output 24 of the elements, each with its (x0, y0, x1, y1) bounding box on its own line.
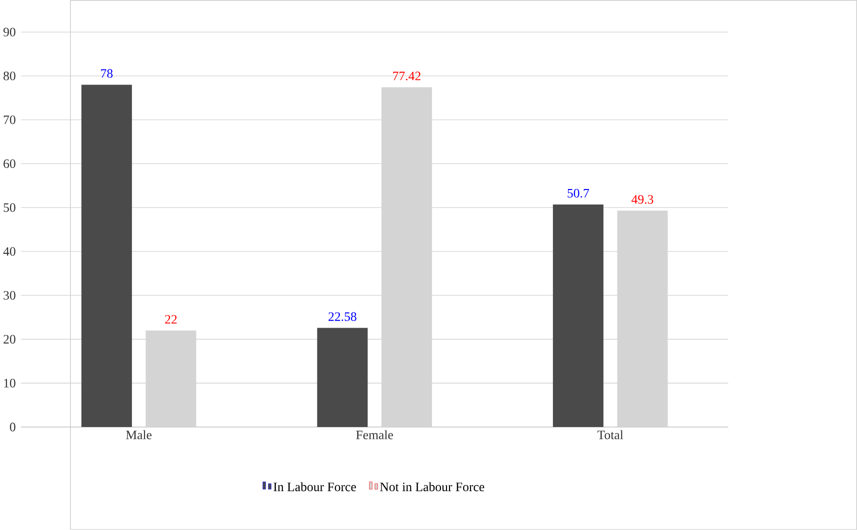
x-tick-label: Female (356, 430, 393, 440)
y-tick-label: 50 (4, 203, 16, 212)
bar (552, 204, 604, 428)
bar (81, 84, 132, 428)
data-label: 50.7 (568, 188, 590, 198)
legend-label: Not in Labour Force (380, 482, 484, 492)
bar (317, 328, 368, 428)
y-tick-label: 90 (3, 28, 16, 36)
y-tick-label: 40 (3, 247, 16, 256)
data-label: 78 (101, 69, 113, 78)
y-tick-label: 30 (4, 291, 16, 300)
x-tick-label: Male (126, 430, 152, 440)
y-tick-label: 80 (4, 72, 16, 80)
legend-label: In Labour Force (274, 482, 356, 492)
y-tick-label: 10 (4, 378, 16, 388)
x-tick-label: Total (597, 430, 624, 440)
data-label: 49.3 (632, 195, 654, 204)
data-label: 22 (165, 315, 177, 324)
y-tick-label: 70 (4, 116, 16, 124)
data-label: 77.42 (393, 72, 420, 80)
y-tick-label: 0 (10, 422, 16, 432)
data-label: 22.58 (328, 312, 356, 322)
y-tick-label: 20 (4, 335, 16, 344)
y-tick-label: 60 (4, 159, 16, 168)
